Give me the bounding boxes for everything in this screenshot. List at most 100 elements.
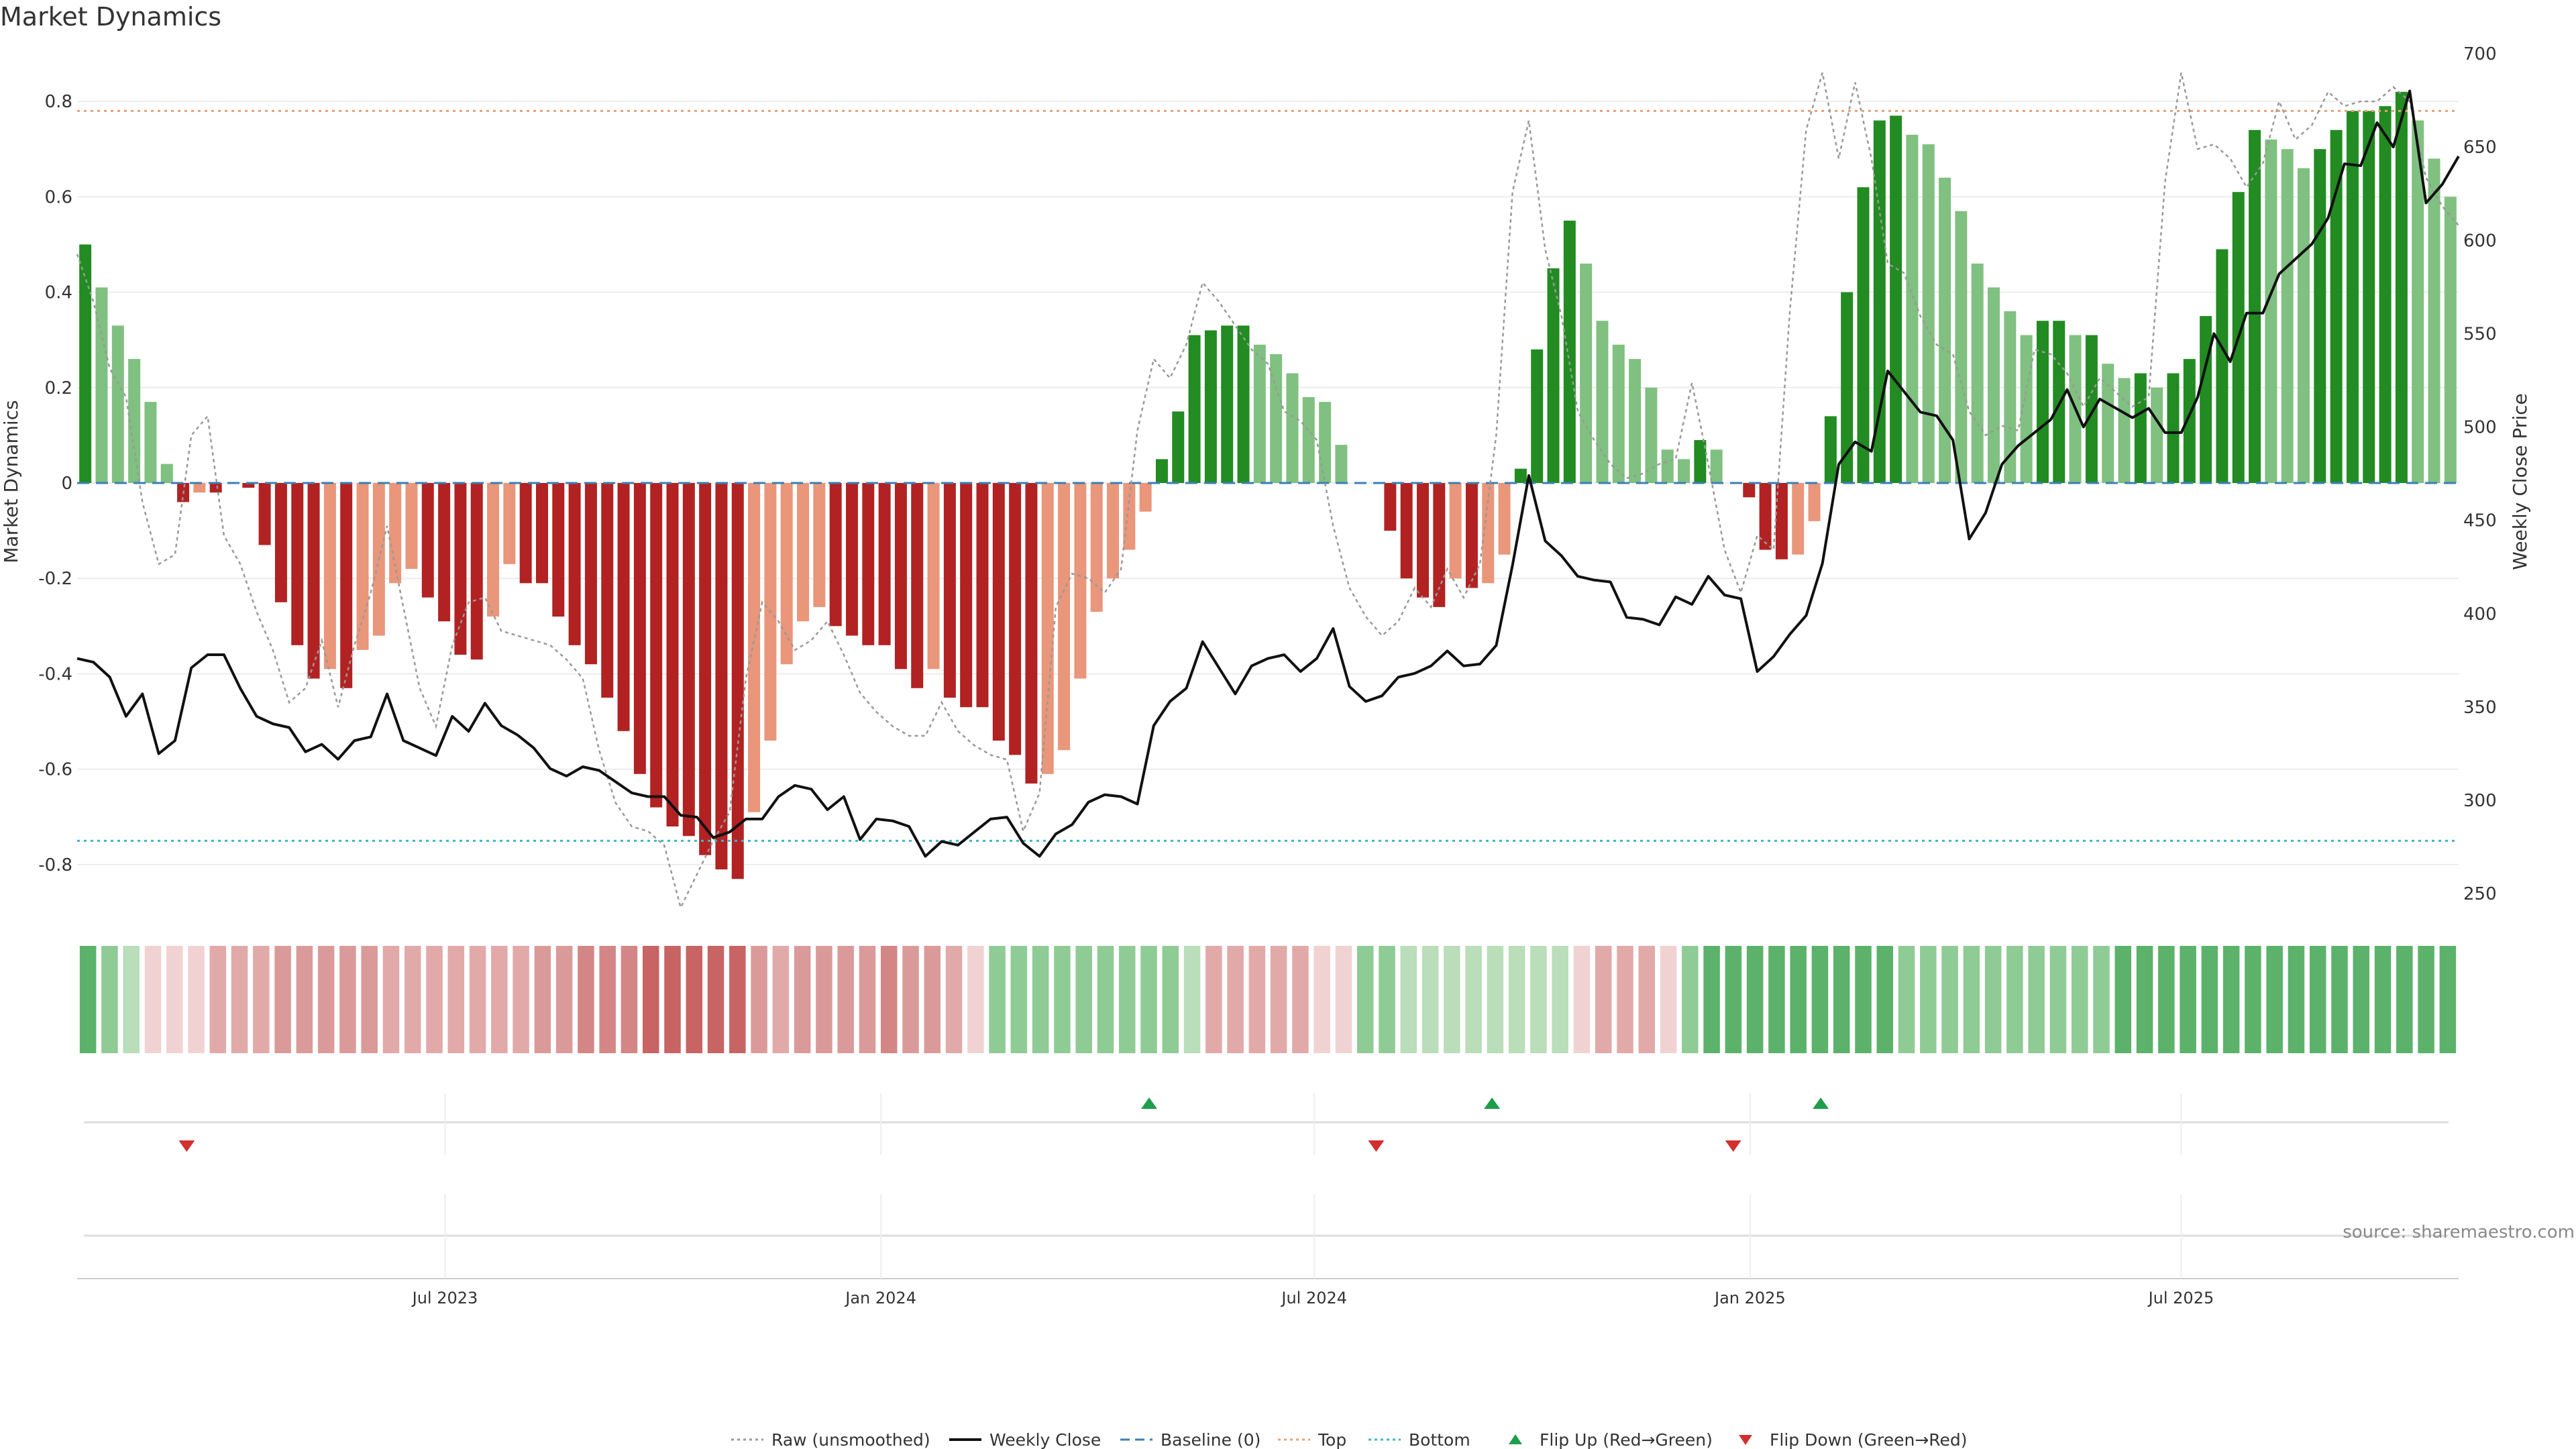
y-tick-label: 0.2	[45, 378, 72, 398]
strip-cell	[2309, 946, 2326, 1053]
momentum-bar	[1580, 263, 1593, 483]
momentum-bar	[1286, 373, 1299, 483]
momentum-bar	[1661, 449, 1674, 483]
strip-cell	[1010, 946, 1028, 1053]
strip-cell	[1660, 946, 1677, 1053]
momentum-bar	[1009, 483, 1022, 755]
momentum-bar	[1645, 387, 1658, 483]
strip-cell	[123, 946, 140, 1053]
x-tick-label: Jul 2023	[411, 1289, 478, 1307]
momentum-bar	[340, 483, 353, 688]
momentum-bar	[601, 483, 614, 698]
strip-cell	[2158, 946, 2175, 1053]
legend-label: Flip Down (Green→Red)	[1770, 1430, 1968, 1449]
strip-cell	[751, 946, 767, 1053]
momentum-bar	[1988, 287, 2000, 483]
y2-tick-label: 350	[2463, 698, 2497, 718]
strip-cell	[859, 946, 876, 1053]
momentum-bar	[291, 483, 304, 645]
momentum-bar	[535, 483, 548, 584]
flip-down-marker	[178, 1140, 195, 1152]
momentum-bar	[911, 483, 924, 688]
momentum-bar	[1808, 483, 1821, 521]
momentum-bar	[1596, 321, 1609, 483]
strip-cell	[209, 946, 227, 1053]
momentum-bar	[1041, 483, 1054, 774]
strip-cell	[1097, 946, 1114, 1053]
momentum-bar	[2428, 158, 2440, 483]
y-tick-label: -0.6	[38, 760, 72, 780]
strip-cell	[2245, 946, 2261, 1053]
momentum-bar	[715, 483, 728, 869]
strip-cell	[1811, 946, 1829, 1053]
momentum-bar	[1547, 268, 1560, 483]
y-tick-label: -0.2	[38, 569, 72, 589]
momentum-bar	[552, 483, 565, 617]
momentum-bar	[1857, 187, 1870, 483]
momentum-bar	[780, 483, 793, 665]
momentum-bar	[2281, 149, 2294, 483]
strip-cell	[361, 946, 378, 1053]
momentum-bar	[1172, 411, 1185, 483]
momentum-bar	[128, 359, 141, 483]
strip-cell	[2006, 946, 2023, 1053]
momentum-bar	[470, 483, 483, 660]
y2-tick-label: 450	[2463, 511, 2497, 531]
strip-cell	[1054, 946, 1071, 1053]
momentum-bar	[307, 483, 320, 679]
momentum-bar	[1955, 211, 1968, 483]
momentum-bar	[111, 325, 124, 483]
strip-cell	[534, 946, 551, 1053]
momentum-bar	[584, 483, 597, 665]
strip-cell	[2418, 946, 2434, 1053]
strip-cell	[924, 946, 941, 1053]
momentum-bar	[1416, 483, 1429, 598]
momentum-bar	[1123, 483, 1136, 550]
momentum-bar	[2134, 373, 2147, 483]
momentum-bar	[845, 483, 858, 636]
strip-cell	[1725, 946, 1742, 1053]
momentum-bar	[1335, 445, 1348, 483]
strip-cell	[1703, 946, 1720, 1053]
strip-cell	[2028, 946, 2045, 1053]
momentum-bar	[258, 483, 271, 545]
momentum-bar	[2020, 335, 2033, 483]
strip-cell	[1746, 946, 1764, 1053]
strip-cell	[1075, 946, 1092, 1053]
strip-cell	[1118, 946, 1136, 1053]
y2-tick-label: 250	[2463, 884, 2497, 904]
strip-cell	[555, 946, 573, 1053]
strip-cell	[2114, 946, 2132, 1053]
legend-label: Bottom	[1409, 1430, 1470, 1449]
momentum-bar	[1971, 263, 1984, 483]
momentum-bar	[1090, 483, 1103, 612]
momentum-bar	[1188, 335, 1201, 483]
momentum-bar	[95, 287, 108, 483]
y-tick-label: -0.8	[38, 855, 72, 875]
y2-tick-label: 600	[2463, 231, 2497, 251]
strip-cell	[2049, 946, 2067, 1053]
momentum-bar	[1482, 483, 1495, 584]
momentum-bar	[943, 483, 956, 698]
strip-cell	[880, 946, 898, 1053]
momentum-bar	[666, 483, 679, 826]
strip-cell	[599, 946, 616, 1053]
strip-cell	[2288, 946, 2305, 1053]
momentum-bar	[79, 244, 92, 483]
momentum-bar	[1922, 144, 1935, 483]
momentum-bar	[1824, 416, 1837, 483]
strip-cell	[2222, 946, 2240, 1053]
momentum-bar	[2118, 378, 2131, 483]
strip-cell	[1248, 946, 1266, 1053]
momentum-bar	[1155, 459, 1168, 483]
strip-cell	[2136, 946, 2153, 1053]
momentum-bar	[2036, 321, 2049, 483]
strip-cell	[1032, 946, 1049, 1053]
momentum-bar	[1775, 483, 1788, 559]
strip-cell	[1941, 946, 1958, 1053]
momentum-bar	[976, 483, 989, 708]
strip-cell	[1227, 946, 1244, 1053]
momentum-bar	[2200, 316, 2212, 483]
strip-cell	[664, 946, 681, 1053]
